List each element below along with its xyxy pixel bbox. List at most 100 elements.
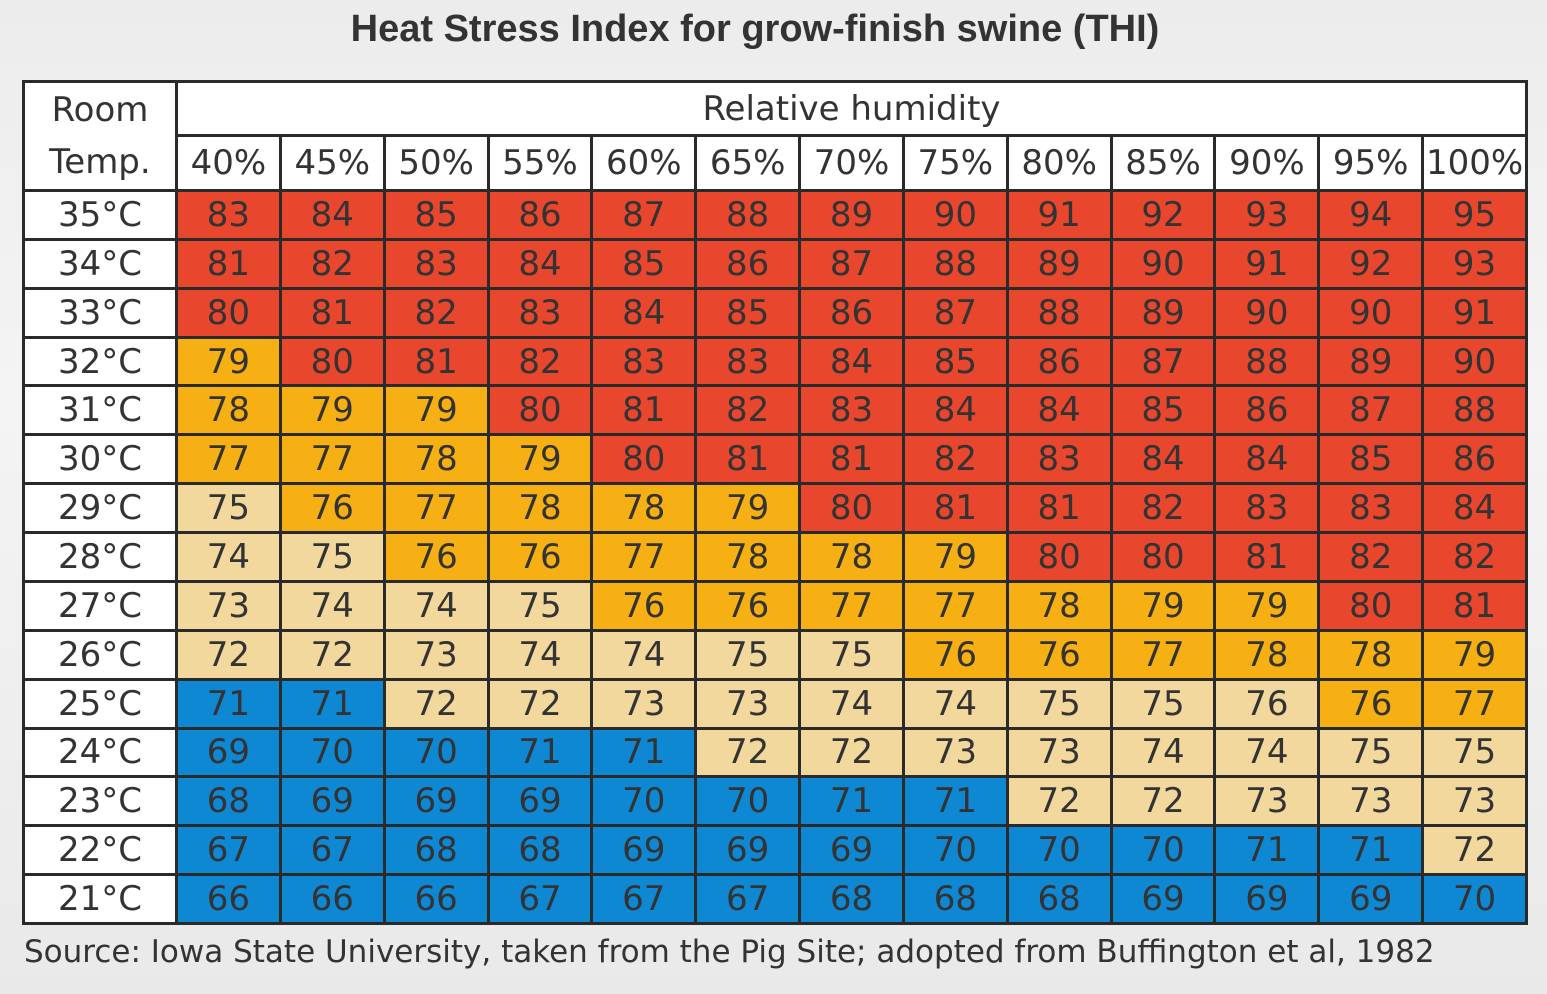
heatmap-cell: 72 [385,680,487,727]
heatmap-cell: 86 [697,240,799,287]
heatmap-cell: 74 [801,680,902,727]
heatmap-cell: 78 [801,534,902,580]
heatmap-cell: 68 [904,876,1006,922]
heatmap-cell: 84 [801,338,902,385]
heatmap-cell: 77 [904,582,1006,629]
heatmap-cell: 68 [385,827,487,874]
heatmap-cell: 75 [1320,729,1422,776]
heatmap-cell: 73 [904,729,1006,776]
column-header: 65% [697,137,799,189]
heatmap-cell: 84 [489,240,591,287]
heatmap-cell: 75 [178,485,279,532]
heatmap-cell: 81 [178,240,279,287]
heatmap-cell: 78 [1216,631,1318,678]
heatmap-cell: 81 [593,387,695,434]
heatmap-cell: 76 [697,582,799,629]
heatmap-cell: 75 [697,631,799,678]
heatmap-cell: 80 [593,436,695,483]
heatmap-cell: 77 [593,534,695,580]
heatmap-cell: 76 [489,534,591,580]
heatmap-cell: 76 [1320,680,1422,727]
heatmap-cell: 77 [178,436,279,483]
heatmap-cell: 82 [385,289,487,336]
heatmap-cell: 81 [697,436,799,483]
row-label: 25°C [25,680,175,727]
heatmap-cell: 66 [281,876,383,922]
heatmap-cell: 71 [904,778,1006,825]
heatmap-cell: 86 [1008,338,1110,385]
heatmap-cell: 87 [801,240,902,287]
heatmap-cell: 85 [1112,387,1214,434]
heatmap-cell: 73 [1320,778,1422,825]
heatmap-cell: 78 [385,436,487,483]
heatmap-cell: 75 [1112,680,1214,727]
heatmap-cell: 88 [904,240,1006,287]
heatmap-cell: 83 [1320,485,1422,532]
heatmap-cell: 81 [1008,485,1110,532]
heatmap-cell: 84 [1216,436,1318,483]
heatmap-cell: 69 [385,778,487,825]
heatmap-cell: 90 [1320,289,1422,336]
heatmap-cell: 74 [385,582,487,629]
row-label: 34°C [25,240,175,287]
heatmap-cell: 77 [281,436,383,483]
heatmap-cell: 74 [178,534,279,580]
column-header: 40% [178,137,279,189]
heatmap-cell: 69 [1320,876,1422,922]
heatmap-cell: 73 [1216,778,1318,825]
heatmap-cell: 80 [1320,582,1422,629]
heatmap-cell: 81 [1424,582,1525,629]
heatmap-cell: 72 [1112,778,1214,825]
heatmap-cell: 90 [1216,289,1318,336]
corner-label-line2: Temp. [49,142,151,182]
heatmap-cell: 71 [281,680,383,727]
heatmap-cell: 90 [1424,338,1525,385]
heatmap-cell: 66 [178,876,279,922]
heatmap-cell: 70 [697,778,799,825]
heatmap-cell: 69 [1216,876,1318,922]
heatmap-cell: 70 [385,729,487,776]
heatmap-cell: 82 [489,338,591,385]
heatmap-cell: 76 [1216,680,1318,727]
heatmap-cell: 84 [904,387,1006,434]
heatmap-cell: 68 [489,827,591,874]
heatmap-cell: 70 [904,827,1006,874]
heatmap-cell: 73 [1008,729,1110,776]
heatmap-cell: 70 [1008,827,1110,874]
heatmap-cell: 86 [1424,436,1525,483]
heatmap-cell: 81 [1216,534,1318,580]
heatmap-cell: 83 [489,289,591,336]
heatmap-cell: 79 [281,387,383,434]
heatmap-cell: 82 [904,436,1006,483]
heatmap-cell: 82 [697,387,799,434]
heatmap-cell: 88 [1424,387,1525,434]
heatmap-cell: 81 [904,485,1006,532]
heatmap-cell: 74 [904,680,1006,727]
column-header: 60% [593,137,695,189]
row-label: 24°C [25,729,175,776]
heatmap-cell: 78 [489,485,591,532]
heatmap-cell: 85 [697,289,799,336]
row-label: 21°C [25,876,175,922]
heatmap-cell: 91 [1216,240,1318,287]
column-header: 80% [1008,137,1110,189]
heatmap-cell: 86 [489,192,591,238]
heatmap-cell: 83 [1008,436,1110,483]
heatmap-cell: 69 [178,729,279,776]
heatmap-cell: 67 [489,876,591,922]
heatmap-cell: 87 [593,192,695,238]
heatmap-cell: 78 [1320,631,1422,678]
heatmap-cell: 84 [1008,387,1110,434]
heatmap-cell: 79 [904,534,1006,580]
row-label: 33°C [25,289,175,336]
heatmap-cell: 79 [1216,582,1318,629]
heatmap-cell: 95 [1424,192,1525,238]
heatmap-cell: 79 [489,436,591,483]
heatmap-cell: 83 [593,338,695,385]
heatmap-cell: 76 [385,534,487,580]
heatmap-cell: 69 [801,827,902,874]
heatmap-cell: 75 [1424,729,1525,776]
heatmap-cell: 79 [697,485,799,532]
heatmap-cell: 92 [1112,192,1214,238]
heatmap-cell: 69 [489,778,591,825]
